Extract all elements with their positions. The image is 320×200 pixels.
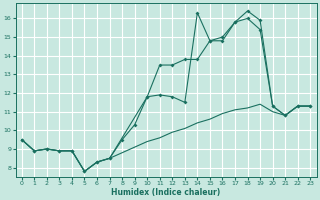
X-axis label: Humidex (Indice chaleur): Humidex (Indice chaleur)	[111, 188, 221, 197]
